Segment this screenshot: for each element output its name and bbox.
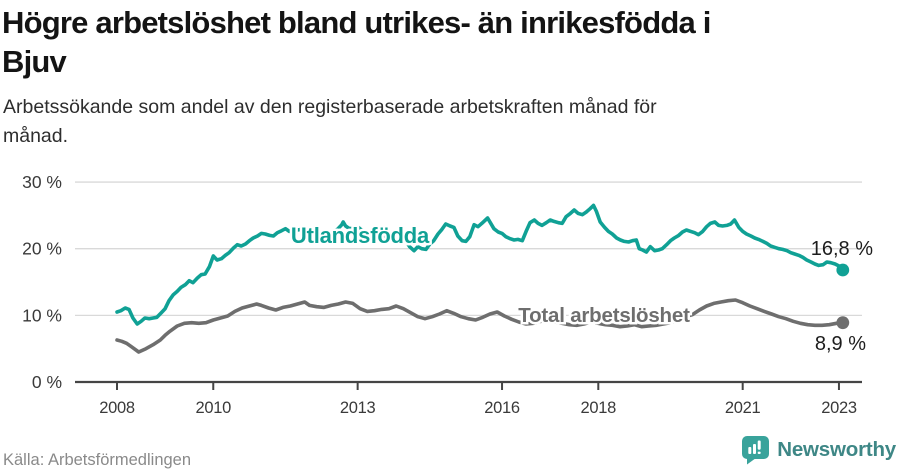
value-label-total: 8,9 % <box>815 333 866 355</box>
exclamation-bar-icon <box>757 440 761 450</box>
newsworthy-logo-icon <box>742 436 770 465</box>
y-tick-label: 10 % <box>22 305 62 325</box>
chart-subtitle: Arbetssökande som andel av den registerb… <box>3 93 657 151</box>
x-tick-label: 2008 <box>99 399 135 417</box>
title-line-1: Högre arbetslöshet bland utrikes- än inr… <box>2 5 711 40</box>
y-tick-label: 0 % <box>32 372 62 392</box>
bar-tall-icon <box>753 444 757 454</box>
newsworthy-logo: Newsworthy <box>740 434 896 465</box>
title-line-2: Bjuv <box>2 44 67 79</box>
y-tick-label: 20 % <box>22 239 62 259</box>
x-tick-label: 2016 <box>484 399 520 417</box>
x-tick-label: 2023 <box>821 399 857 417</box>
series-label-utlandsfodda: Utlandsfödda <box>291 223 430 248</box>
source-note: Källa: Arbetsförmedlingen <box>3 451 192 469</box>
exclamation-dot-icon <box>757 451 761 454</box>
y-tick-label: 30 % <box>22 172 62 192</box>
x-tick-label: 2013 <box>340 399 376 417</box>
brand-name: Newsworthy <box>777 437 896 461</box>
bar-short-icon <box>748 447 752 454</box>
value-label-utlandsfodda: 16,8 % <box>811 238 873 260</box>
series-label-total: Total arbetslöshet <box>518 304 690 327</box>
subtitle-line-1: Arbetssökande som andel av den registerb… <box>3 96 657 118</box>
x-tick-label: 2018 <box>581 399 617 417</box>
page-title: Högre arbetslöshet bland utrikes- än inr… <box>2 3 711 81</box>
subtitle-line-2: månad. <box>3 125 69 147</box>
series-end-dot-total <box>836 316 850 330</box>
series-line-utlandsfodda <box>115 203 845 326</box>
series-end-dot-utlandsfodda <box>836 263 850 277</box>
series-line-total <box>115 298 845 354</box>
x-tick-label: 2010 <box>196 399 232 417</box>
x-tick-label: 2021 <box>725 399 761 417</box>
